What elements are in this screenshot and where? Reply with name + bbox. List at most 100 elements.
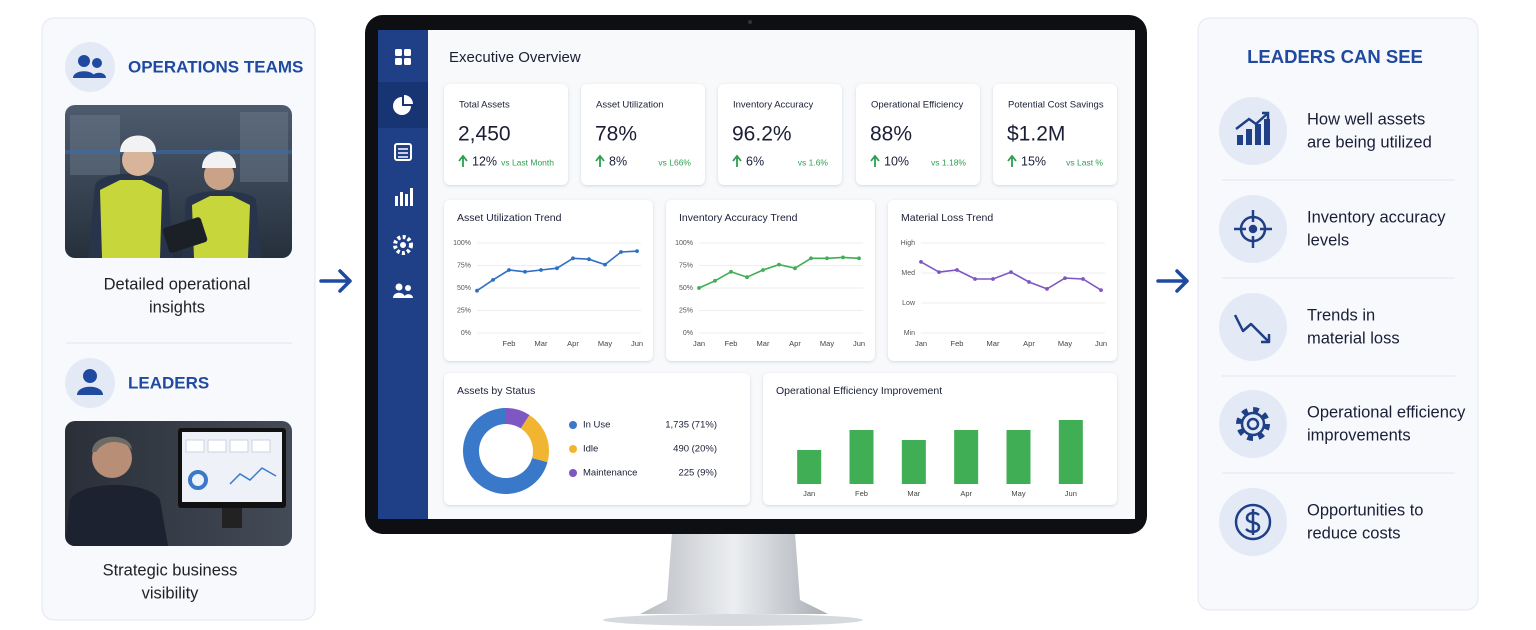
value-label: 225 (9%) xyxy=(678,468,717,479)
x-tick-label: Apr xyxy=(1023,339,1035,348)
kpi-card xyxy=(856,84,980,185)
point xyxy=(825,256,829,261)
y-tick-label: 100% xyxy=(453,240,471,247)
bar xyxy=(797,450,822,484)
icon-dollar xyxy=(1234,503,1272,541)
up-arrow xyxy=(458,154,468,167)
value-label: 490 (20%) xyxy=(673,444,717,455)
point xyxy=(1099,288,1103,292)
point xyxy=(793,266,797,271)
y-tick-label: 25% xyxy=(457,307,471,314)
camera xyxy=(748,20,752,24)
kpi-change: 12% xyxy=(472,154,497,168)
kpi-value: 96.2% xyxy=(732,123,792,146)
x-tick-label: Feb xyxy=(503,339,516,348)
y-tick-label: Min xyxy=(904,330,915,337)
y-tick-label: 50% xyxy=(679,285,693,292)
bar xyxy=(1058,420,1083,484)
kpi-label: Inventory Accuracy xyxy=(733,100,814,111)
kpi-card xyxy=(993,84,1117,185)
x-tick-label: Jan xyxy=(693,339,705,348)
kpi-comparison: vs L66% xyxy=(658,157,691,167)
sidebar-icons[interactable] xyxy=(393,49,413,298)
x-tick-label: Mar xyxy=(987,339,1000,348)
point xyxy=(857,256,861,261)
item-text: reduce costs xyxy=(1307,524,1401,542)
x-tick-label: Feb xyxy=(725,339,738,348)
chart-card xyxy=(444,373,750,505)
point xyxy=(507,268,511,272)
stand-shadow xyxy=(603,614,863,626)
kpi-comparison: vs 1.18% xyxy=(931,157,966,167)
up-arrow xyxy=(595,154,605,167)
icon-gear xyxy=(1236,407,1270,441)
legend-swatch xyxy=(569,469,577,477)
point xyxy=(555,266,559,271)
kpi-card xyxy=(444,84,568,185)
x-tick-label: Mar xyxy=(757,339,770,348)
legend-label: Idle xyxy=(583,444,598,455)
point xyxy=(697,286,701,290)
kpi-change: 15% xyxy=(1021,154,1046,168)
bar xyxy=(901,440,926,484)
kpi-comparison: vs Last Month xyxy=(501,157,554,167)
up-arrow xyxy=(1007,154,1017,167)
point xyxy=(991,277,995,281)
point xyxy=(619,250,623,254)
item-text: Trends in xyxy=(1307,306,1375,324)
x-tick-label: May xyxy=(1011,489,1025,498)
point xyxy=(571,256,575,261)
donut-slice xyxy=(520,414,549,463)
y-tick-label: Med xyxy=(901,270,915,277)
dashboard-title: Executive Overview xyxy=(449,49,581,66)
x-tick-label: Apr xyxy=(960,489,972,498)
chart-card xyxy=(888,200,1117,361)
point xyxy=(973,277,977,281)
sidebar-active xyxy=(378,82,428,128)
up-arrow xyxy=(870,154,880,167)
kpi-change: 6% xyxy=(746,154,764,168)
x-tick-label: Jun xyxy=(1065,489,1077,498)
point xyxy=(919,260,923,264)
x-tick-label: Jun xyxy=(631,339,643,348)
team-icon xyxy=(73,55,106,78)
point xyxy=(777,262,781,267)
team-icon-bg xyxy=(65,42,115,92)
section-title: OPERATIONS TEAMS xyxy=(128,57,303,76)
item-text: How well assets xyxy=(1307,110,1425,128)
kpi-card xyxy=(718,84,842,185)
caption: Strategic business xyxy=(103,561,238,579)
bar xyxy=(1006,430,1031,484)
item-text: Opportunities to xyxy=(1307,501,1423,519)
point xyxy=(475,288,479,293)
icon-target xyxy=(1234,210,1272,248)
y-tick-label: 0% xyxy=(461,330,471,337)
kpi-change: 8% xyxy=(609,154,627,168)
point xyxy=(745,275,749,280)
up-arrow xyxy=(732,154,742,167)
kpi-card xyxy=(581,84,705,185)
donut-slice xyxy=(506,408,530,429)
chart-card xyxy=(666,200,875,361)
x-tick-label: Jan xyxy=(915,339,927,348)
kpi-comparison: vs Last % xyxy=(1066,157,1103,167)
y-tick-label: Low xyxy=(902,300,916,307)
point xyxy=(809,256,813,261)
kpi-label: Asset Utilization xyxy=(596,100,664,111)
y-tick-label: 50% xyxy=(457,285,471,292)
point xyxy=(1045,287,1049,291)
x-tick-label: May xyxy=(598,339,612,348)
leader-icon xyxy=(77,369,103,395)
kpi-change: 10% xyxy=(884,154,909,168)
caption: visibility xyxy=(142,584,200,602)
bar xyxy=(954,430,979,484)
item-text: levels xyxy=(1307,231,1349,249)
point xyxy=(587,257,591,262)
chart-title: Inventory Accuracy Trend xyxy=(679,212,798,224)
point xyxy=(491,278,495,282)
chart-card xyxy=(444,200,653,361)
y-tick-label: 75% xyxy=(457,262,471,269)
arrow xyxy=(319,269,1189,293)
